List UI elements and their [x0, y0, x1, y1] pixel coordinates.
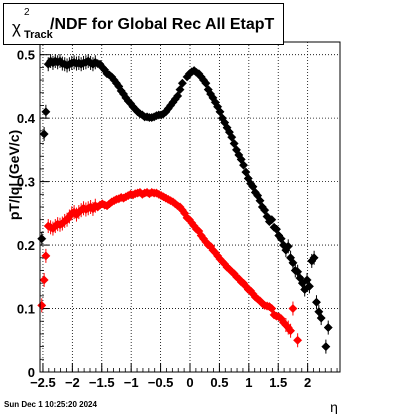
title-main: /NDF for Global Rec All EtapT — [50, 16, 275, 33]
data-markers — [37, 54, 333, 354]
x-tick-label: −2 — [65, 375, 80, 390]
x-tick-label: −1 — [124, 375, 139, 390]
data-point — [316, 313, 326, 323]
y-tick-label: 0.3 — [17, 175, 35, 190]
data-point — [293, 335, 303, 345]
x-axis-label: η — [330, 399, 338, 414]
y-tick-label: 0 — [28, 365, 35, 380]
y-tick-label: 0.1 — [17, 302, 35, 317]
y-tick-label: 0.5 — [17, 48, 35, 63]
data-point — [321, 342, 331, 352]
grid-lines — [40, 42, 340, 372]
y-axis-label: pT/|q| (GeV/c) — [6, 130, 22, 220]
data-point — [175, 85, 185, 95]
x-axis-ticks: −2.5 −2 −1.5 −1 −0.5 0 0.5 1 1.5 2 — [30, 363, 338, 390]
data-point — [304, 281, 314, 291]
data-point — [37, 300, 47, 310]
x-tick-label: −1.5 — [89, 375, 115, 390]
data-point — [323, 323, 333, 333]
data-point — [41, 251, 51, 261]
y-tick-label: 0.4 — [17, 111, 36, 126]
timestamp-footer: Sun Dec 1 10:25:20 2024 — [4, 400, 97, 409]
x-tick-label: −2.5 — [30, 375, 56, 390]
data-point — [267, 215, 277, 225]
data-point — [288, 303, 298, 314]
x-tick-label: 1 — [245, 375, 252, 390]
x-tick-label: −0.5 — [148, 375, 174, 390]
data-point — [238, 160, 249, 170]
title-subscript: Track — [24, 29, 53, 41]
data-point — [41, 107, 51, 117]
x-tick-label: 2 — [304, 375, 311, 390]
x-tick-label: 0.5 — [210, 375, 228, 390]
data-point — [311, 297, 322, 307]
title-superscript: 2 — [24, 7, 30, 18]
y-tick-label: 0.2 — [17, 238, 35, 253]
title-chi: χ — [12, 18, 21, 37]
data-point — [177, 78, 187, 88]
x-tick-label: 1.5 — [269, 375, 287, 390]
data-point — [309, 253, 319, 263]
data-point — [286, 326, 296, 336]
data-point — [39, 129, 49, 139]
data-point — [39, 275, 49, 285]
data-point — [283, 241, 293, 251]
chart-title-box: χ 2 Track /NDF for Global Rec All EtapT — [3, 3, 284, 45]
y-axis-ticks: 0 0.1 0.2 0.3 0.4 0.5 — [17, 41, 49, 380]
x-tick-label: 0 — [186, 375, 193, 390]
